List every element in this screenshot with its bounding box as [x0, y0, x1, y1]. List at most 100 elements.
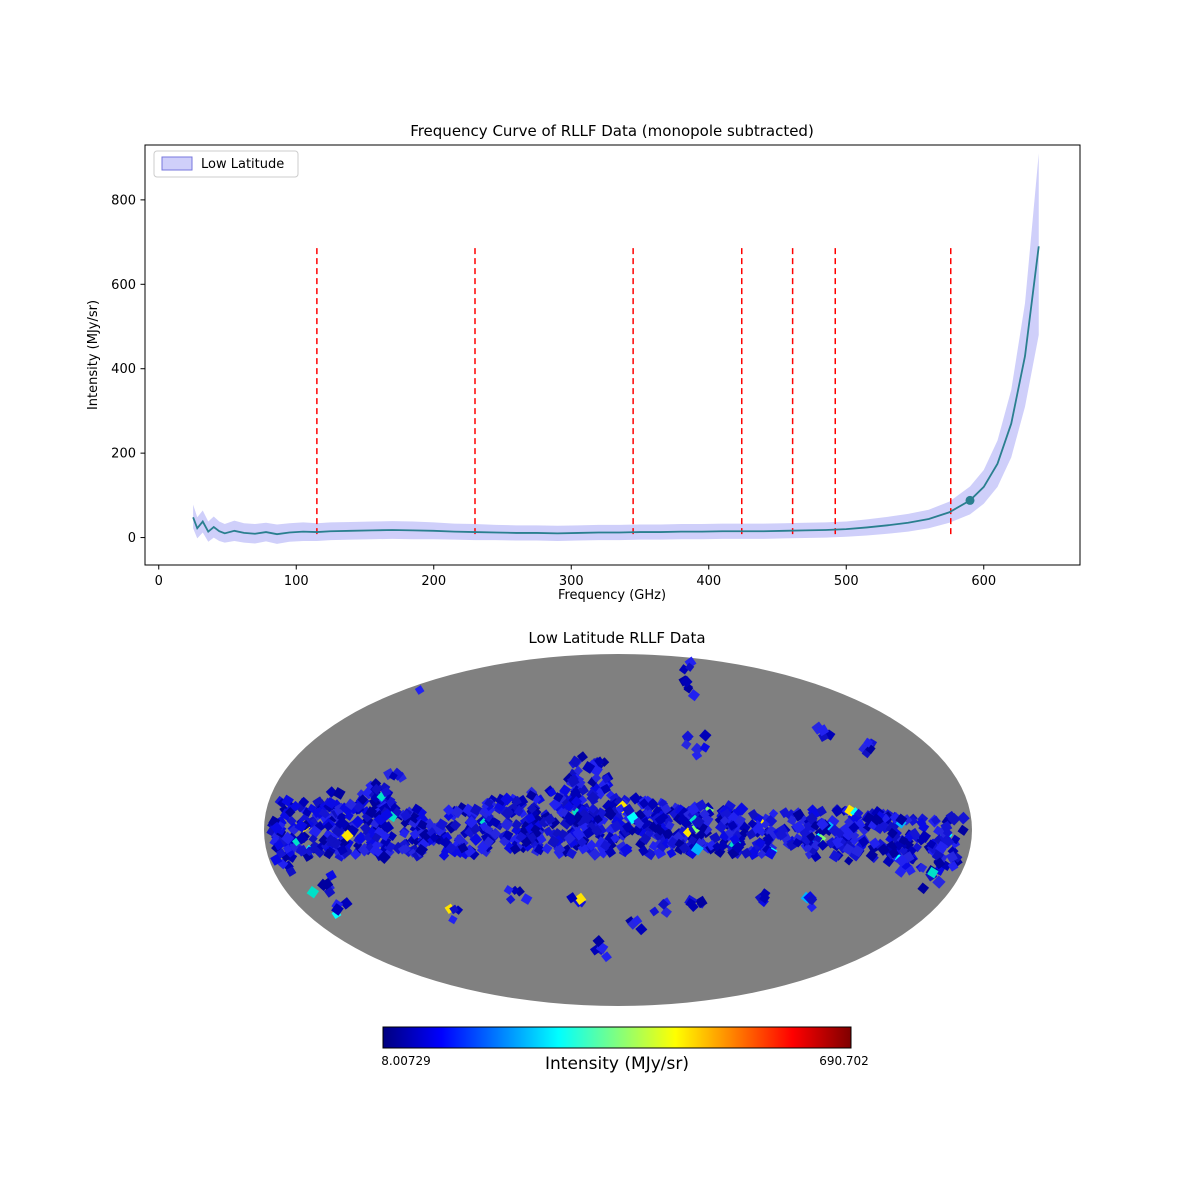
map-pixel — [729, 834, 741, 845]
map-pixel — [317, 878, 330, 892]
x-tick-label: 100 — [284, 574, 309, 589]
map-pixel — [592, 935, 605, 948]
map-pixel — [719, 815, 730, 826]
map-pixel — [569, 755, 582, 768]
map-pixel — [868, 837, 881, 849]
map-pixel — [392, 807, 402, 817]
map-pixel — [917, 862, 928, 873]
map-pixel — [381, 821, 395, 834]
map-pixel — [806, 894, 818, 906]
map-pixel — [898, 835, 909, 846]
map-pixel — [344, 798, 357, 811]
map-pixel — [503, 885, 514, 895]
map-pixel — [525, 813, 536, 824]
map-pixel — [415, 843, 428, 857]
map-pixel — [667, 836, 680, 850]
map-pixel — [341, 829, 354, 842]
map-pixel — [449, 819, 462, 831]
map-pixel — [417, 819, 428, 830]
legend-label: Low Latitude — [201, 157, 284, 172]
map-pixel — [318, 834, 330, 846]
map-pixel — [764, 847, 777, 860]
map-pixel — [285, 807, 296, 818]
map-pixel — [931, 815, 941, 825]
map-pixel — [817, 839, 829, 851]
map-pixels — [266, 656, 970, 963]
map-title: Low Latitude RLLF Data — [528, 629, 705, 647]
map-pixel — [731, 840, 745, 854]
map-pixel — [511, 819, 523, 831]
map-pixel — [499, 836, 510, 847]
map-pixel — [745, 829, 757, 840]
map-pixel — [308, 825, 322, 839]
map-pixel — [681, 730, 694, 743]
legend-swatch — [161, 156, 193, 171]
map-pixel — [505, 894, 516, 905]
map-pixel — [717, 840, 729, 852]
map-pixel — [411, 803, 423, 815]
y-tick-label: 800 — [111, 193, 136, 208]
map-pixel — [323, 848, 334, 860]
map-pixel — [585, 839, 598, 851]
map-pixel — [290, 800, 301, 812]
map-pixel — [469, 832, 483, 846]
map-pixel — [308, 843, 319, 854]
map-pixel — [408, 811, 421, 824]
map-pixel — [844, 856, 854, 866]
map-pixel — [510, 885, 520, 896]
plot-content: 0 100 200 300 400 500 600 0 200 400 600 800 — [111, 153, 1040, 589]
map-pixel — [379, 830, 391, 842]
map-pixel — [566, 774, 580, 788]
confidence-band — [193, 153, 1039, 544]
map-pixel — [435, 818, 448, 831]
map-pixel — [360, 822, 371, 834]
map-pixel — [649, 906, 660, 917]
map-pixel — [387, 831, 397, 842]
map-pixel — [666, 848, 677, 859]
map-pixel — [569, 789, 583, 802]
map-pixel — [622, 803, 635, 817]
map-pixel — [601, 773, 612, 784]
map-pixel — [281, 831, 295, 845]
mollweide-map: Low Latitude RLLF Data — [264, 629, 972, 1006]
map-pixel — [927, 866, 939, 879]
map-pixel — [563, 801, 575, 812]
map-pixel — [909, 827, 920, 839]
colorbar-min-label: 8.00729 — [381, 1054, 431, 1068]
map-pixel — [806, 902, 817, 913]
map-pixel — [573, 828, 586, 841]
map-pixel — [334, 819, 345, 829]
map-pixel — [601, 951, 612, 963]
map-pixel — [295, 832, 309, 845]
map-pixel — [679, 816, 692, 829]
map-pixel — [559, 784, 572, 797]
map-pixel — [448, 914, 458, 925]
map-pixel — [380, 786, 392, 798]
map-pixel — [414, 685, 425, 695]
map-pixel — [400, 818, 410, 828]
map-pixel — [388, 771, 398, 781]
map-pixel — [400, 809, 412, 822]
map-pixel — [816, 818, 829, 831]
map-pixel — [695, 799, 708, 812]
map-pixel — [541, 843, 553, 855]
y-axis-label: Intensity (MJy/sr) — [86, 300, 101, 410]
map-pixel — [894, 865, 907, 878]
x-tick-label: 400 — [696, 574, 721, 589]
map-pixel — [489, 827, 502, 840]
map-pixel — [332, 786, 346, 800]
map-pixel — [888, 847, 900, 859]
map-pixel — [553, 792, 564, 803]
y-tick-label: 200 — [111, 447, 136, 462]
map-pixel — [887, 827, 898, 839]
map-pixel — [443, 804, 455, 816]
map-pixel — [350, 849, 362, 860]
map-pixel — [665, 820, 675, 831]
map-pixel — [285, 866, 297, 877]
plot-area — [144, 144, 1081, 566]
map-pixel — [600, 839, 612, 851]
map-pixel — [678, 842, 691, 854]
map-pixel — [863, 737, 873, 748]
map-pixel — [354, 831, 368, 845]
mean-curve — [192, 246, 1040, 536]
